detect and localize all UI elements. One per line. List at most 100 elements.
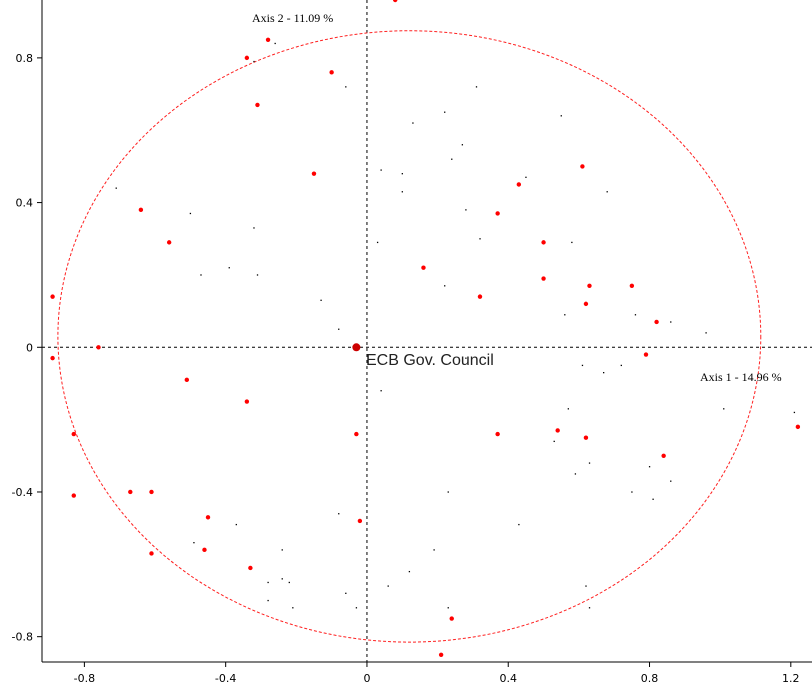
data-point	[661, 453, 666, 459]
small-data-point	[355, 607, 358, 609]
confidence-ellipse	[57, 30, 762, 643]
small-data-point	[253, 227, 255, 229]
x-tick-label: 0.8	[641, 672, 659, 685]
small-data-point	[288, 581, 290, 584]
data-point	[495, 431, 500, 437]
data-point	[244, 55, 250, 61]
small-data-point	[560, 115, 562, 117]
small-data-point	[281, 578, 283, 580]
x-axis-ticks: -0.8 -0.4 0 0.4 0.8 1.2	[74, 662, 800, 685]
small-data-point	[705, 332, 707, 334]
data-point	[495, 211, 500, 216]
small-data-point	[281, 549, 283, 551]
data-point	[449, 616, 454, 621]
small-data-point	[338, 513, 340, 515]
small-data-point	[412, 122, 414, 124]
small-data-point	[401, 173, 403, 175]
small-data-point	[380, 390, 382, 392]
small-data-point	[376, 241, 379, 244]
data-point	[555, 428, 560, 433]
data-point	[248, 565, 253, 571]
data-point	[149, 551, 154, 556]
data-point	[654, 319, 659, 325]
small-data-point	[267, 599, 269, 602]
data-point	[438, 652, 444, 657]
small-data-point	[475, 86, 478, 88]
small-data-point	[447, 491, 449, 493]
x-tick-label: 0.4	[499, 672, 517, 685]
small-data-point	[670, 480, 672, 482]
small-data-point	[267, 581, 269, 584]
y-tick-label: -0.4	[12, 486, 33, 499]
data-point	[138, 207, 144, 213]
small-data-point	[292, 607, 294, 609]
small-data-point	[634, 314, 637, 316]
data-point	[629, 283, 635, 288]
small-data-point	[670, 321, 672, 323]
small-data-point	[461, 144, 464, 146]
x-tick-label: -0.4	[215, 672, 236, 685]
small-data-point	[444, 111, 446, 113]
small-data-point	[581, 364, 584, 367]
data-point	[583, 301, 589, 307]
small-data-point	[451, 158, 453, 160]
data-point	[184, 377, 190, 383]
data-point	[255, 102, 260, 108]
y-tick-label: 0	[26, 341, 33, 354]
data-point	[541, 240, 546, 245]
small-data-point	[567, 408, 569, 410]
small-data-point	[380, 169, 382, 171]
small-data-point	[338, 328, 340, 330]
data-point	[128, 489, 133, 495]
center-point-label: ECB Gov. Council	[366, 352, 494, 369]
small-data-point	[235, 523, 237, 526]
small-data-point	[447, 607, 449, 609]
data-point	[202, 547, 207, 553]
data-point	[357, 518, 363, 524]
small-data-point	[444, 285, 446, 287]
data-point	[149, 489, 154, 495]
small-data-point	[606, 191, 608, 193]
small-data-point	[603, 372, 605, 374]
small-data-point	[793, 411, 796, 414]
y-tick-label: -0.8	[12, 631, 33, 644]
small-data-point	[274, 42, 276, 45]
small-data-point	[465, 209, 467, 211]
small-data-point	[571, 241, 573, 244]
x-tick-label: 0	[363, 672, 370, 685]
x-tick-label: 1.2	[782, 672, 800, 685]
data-point	[265, 37, 271, 42]
small-data-point	[574, 473, 577, 475]
small-data-point	[518, 523, 520, 526]
small-data-point	[652, 498, 654, 500]
small-data-point	[228, 267, 230, 269]
small-data-point	[193, 542, 195, 544]
small-data-point	[401, 191, 403, 193]
data-point	[541, 276, 546, 281]
data-point	[643, 352, 649, 357]
data-point	[244, 399, 250, 404]
data-point	[477, 294, 483, 299]
data-point	[50, 294, 55, 299]
center-point	[352, 343, 361, 352]
small-data-point	[253, 60, 255, 63]
data-point	[96, 345, 101, 350]
axis2-label: Axis 2 - 11.09 %	[252, 11, 333, 25]
data-point	[71, 493, 76, 498]
small-data-point	[345, 592, 347, 594]
data-point	[205, 515, 211, 520]
small-data-point	[189, 212, 192, 215]
small-data-point	[345, 86, 347, 88]
data-point	[166, 240, 172, 245]
small-data-point	[588, 462, 591, 464]
small-data-point	[564, 314, 566, 316]
small-data-point	[588, 607, 591, 609]
data-point	[421, 265, 426, 270]
y-axis-ticks: -0.8 -0.4 0 0.4 0.8	[12, 52, 42, 644]
data-point	[329, 70, 334, 75]
x-tick-label: -0.8	[74, 672, 95, 685]
small-data-point	[433, 549, 435, 551]
data-point	[71, 431, 76, 437]
small-data-point	[115, 187, 117, 189]
